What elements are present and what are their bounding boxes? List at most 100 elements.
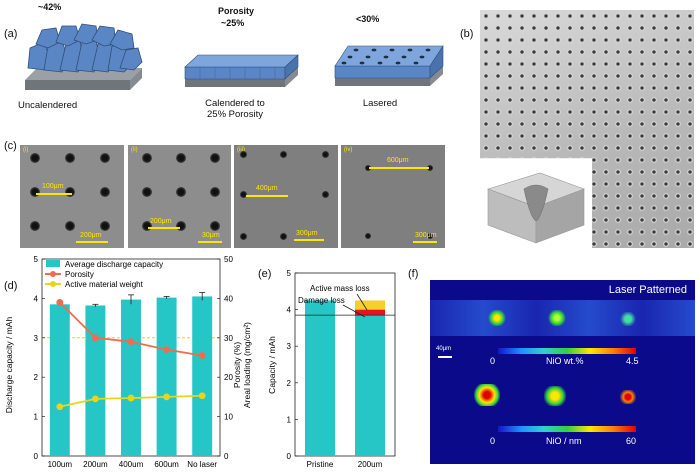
sem-image-200um: (ii) 200μm 30μm <box>128 145 231 248</box>
y-tick-label-left: 1 <box>34 413 39 422</box>
panel-label-b: (b) <box>460 28 474 40</box>
spacing-label: 600μm <box>387 157 409 164</box>
lasered-porosity-value: <30% <box>356 14 380 24</box>
laser-pattern-3d-render <box>480 10 694 248</box>
point-Porosity <box>127 338 135 346</box>
x-tick-label: 200um <box>358 460 383 469</box>
x-tick-label: 200um <box>83 460 108 469</box>
scale-label: 300μm <box>415 232 437 239</box>
y-tick-label-right: 20 <box>224 373 233 382</box>
bar-100um <box>49 304 70 456</box>
scale-bar <box>438 356 452 358</box>
point-Active material weight <box>92 395 99 403</box>
calendered-electrode-illustration <box>184 54 299 87</box>
nio-mapping-panel: Laser Patterned 40μm 0 NiO wt.% 4.5 0 Ni… <box>430 280 695 464</box>
point-Porosity <box>56 298 64 306</box>
point-Porosity <box>92 334 99 342</box>
calendered-caption: Calendered to 25% Porosity <box>205 98 265 120</box>
y-tick-label: 4 <box>287 306 292 315</box>
lasered-electrode-illustration <box>334 44 444 86</box>
bar-200um <box>85 305 106 456</box>
panel-label-d: (d) <box>4 280 18 292</box>
y-axis-label-left: Discharge capacity / mAh <box>4 317 14 414</box>
point-Porosity <box>163 346 171 354</box>
colorbar-wt-min: 0 <box>490 356 496 366</box>
annotation-active-mass-loss: Active mass loss <box>310 284 370 293</box>
y-tick-label: 2 <box>287 379 292 388</box>
panel-label-f: (f) <box>408 268 419 280</box>
hotspot <box>620 312 636 326</box>
uncalendered-electrode-illustration <box>25 23 143 90</box>
colorbar-wt <box>498 348 636 354</box>
y-tick-label: 5 <box>287 269 292 278</box>
colorbar-wt-label: NiO wt.% <box>546 356 584 366</box>
bar-600um <box>156 297 177 456</box>
hotspot <box>488 310 506 326</box>
annotation-arrow <box>356 293 368 311</box>
y-tick-label-right: 30 <box>224 334 233 343</box>
legend-label: Average discharge capacity <box>65 260 163 269</box>
y-tick-label-right: 40 <box>224 294 233 303</box>
y-tick-label-left: 0 <box>34 452 39 461</box>
annotation-damage-loss: Damage loss <box>298 296 345 305</box>
y-tick-label-right: 0 <box>224 452 229 461</box>
sem-image-600um: (iv) 600μm 300μm <box>341 145 445 248</box>
legend-marker <box>50 271 56 277</box>
legend-marker <box>50 281 56 287</box>
x-tick-label: 100um <box>48 460 73 469</box>
scale-label: 300μm <box>296 230 318 237</box>
bar-200um-Damage loss <box>355 309 385 316</box>
point-Porosity <box>198 352 206 359</box>
legend-swatch <box>46 260 60 267</box>
colorbar-nm-label: NiO / nm <box>546 436 582 446</box>
bar-No laser <box>192 296 213 456</box>
hotspot <box>474 384 500 406</box>
colorbar-nm-max: 60 <box>626 436 637 446</box>
sem-roman-label: (i) <box>23 147 29 153</box>
bar-Pristine-Capacity <box>305 300 335 456</box>
y-tick-label: 0 <box>287 452 292 461</box>
hotspot <box>548 310 566 326</box>
y-tick-label-right: 10 <box>224 413 233 422</box>
panel-label-a: (a) <box>4 28 18 40</box>
y-tick-label-left: 3 <box>34 334 39 343</box>
colorbar-nm-min: 0 <box>490 436 496 446</box>
y-axis-label: Capacity / mAh <box>267 336 277 394</box>
y-tick-label-right: 50 <box>224 255 233 264</box>
point-Active material weight <box>163 393 171 401</box>
point-Active material weight <box>198 392 206 400</box>
spacing-label: 100μm <box>42 183 64 190</box>
scale-label: 30μm <box>202 232 220 239</box>
y-tick-label-left: 2 <box>34 373 39 382</box>
sem-roman-label: (iv) <box>344 147 353 153</box>
spacing-label: 400μm <box>256 185 278 192</box>
y-tick-label: 3 <box>287 342 292 351</box>
legend-label: Porosity <box>65 270 94 279</box>
lasered-caption: Lasered <box>362 98 398 109</box>
capacity-loss-chart: 0 1 2 3 4 5 Pristine 200um Capacity / mAh Activ… <box>267 269 396 469</box>
bar-200um-Active mass loss <box>355 300 385 310</box>
y-axis-label-right-loading: Areal loading (mg/cm²) <box>242 322 252 408</box>
colorbar-nm <box>498 426 636 432</box>
point-Active material weight <box>56 403 64 411</box>
scale-label: 200μm <box>80 232 102 239</box>
sem-roman-label: (iii) <box>237 147 245 153</box>
crater-cross-section-icon <box>487 172 585 244</box>
sem-image-400um: (iii) 400μm 300μm <box>234 145 338 248</box>
spacing-label: 200μm <box>150 218 172 225</box>
panel-label-e: (e) <box>258 268 272 280</box>
hotspot <box>544 386 566 406</box>
point-Active material weight <box>127 394 135 402</box>
bar-200um-Capacity <box>355 315 385 456</box>
x-tick-label: 400um <box>119 460 144 469</box>
y-tick-label-left: 5 <box>34 255 39 264</box>
x-tick-label: 600um <box>154 460 179 469</box>
y-axis-label-right-porosity: Porosity (%) <box>232 342 242 388</box>
mapping-title: Laser Patterned <box>608 284 687 296</box>
scale-label: 40μm <box>436 346 452 352</box>
panel-label-c: (c) <box>4 140 17 152</box>
colorbar-wt-max: 4.5 <box>626 356 639 366</box>
y-tick-label-left: 4 <box>34 294 39 303</box>
x-tick-label: Pristine <box>307 460 334 469</box>
